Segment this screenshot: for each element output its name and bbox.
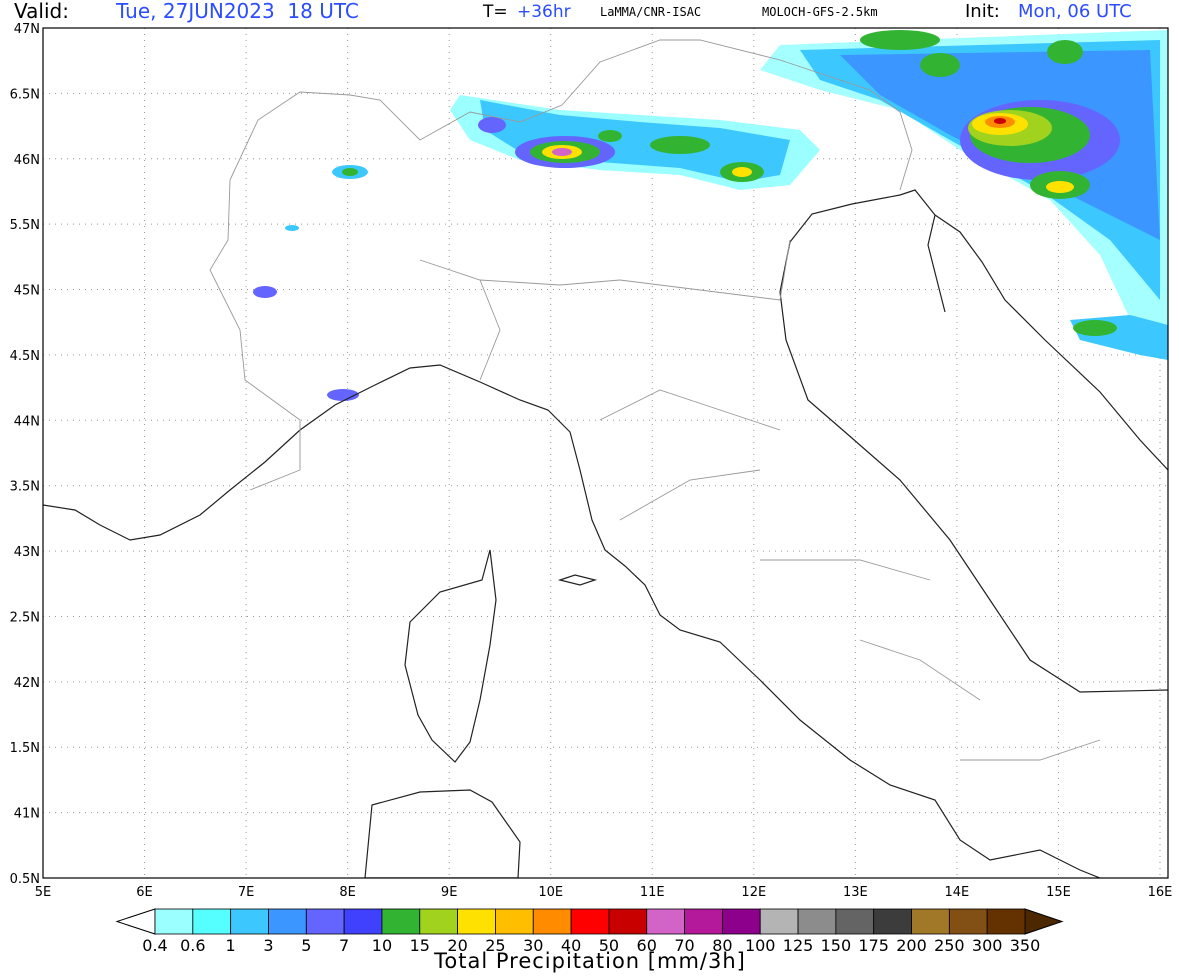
colorbar-box: [721, 908, 761, 935]
colorbar-level: 25: [485, 936, 505, 955]
colorbar-box: [495, 908, 534, 935]
colorbar-level: 80: [712, 936, 732, 955]
colorbar-level: 3: [263, 936, 273, 955]
colorbar-box: [835, 908, 875, 935]
lon-label: 5E: [35, 885, 52, 900]
colorbar-level: 300: [972, 936, 1003, 955]
lat-label: 41N: [14, 807, 40, 822]
lat-label: 6.5N: [10, 87, 40, 102]
colorbar-box: [343, 908, 383, 935]
colorbar-box: [759, 908, 799, 935]
valid-time: Tue, 27JUN2023 18 UTC: [115, 0, 359, 23]
precipitation: [253, 30, 1168, 401]
colorbar-level: 200: [896, 936, 927, 955]
lat-label: 45N: [14, 284, 40, 299]
colorbar-box: [646, 908, 685, 935]
colorbar-level: 125: [783, 936, 814, 955]
colorbar-box: [305, 908, 345, 935]
lon-label: 16E: [1148, 885, 1173, 900]
lon-label: 13E: [843, 885, 868, 900]
init-time: Mon, 06 UTC: [1018, 1, 1132, 22]
lat-label: 3.5N: [10, 480, 40, 495]
colorbar-level: 175: [858, 936, 889, 955]
lon-label: 7E: [238, 885, 255, 900]
colorbar-level: 250: [934, 936, 965, 955]
colorbar-level: 7: [339, 936, 349, 955]
header: Valid: Tue, 27JUN2023 18 UTC T= +36hr La…: [14, 0, 1132, 23]
colorbar: 0.4 0.6 1 3 5 7 10 15 20 25 30 40 50 60 70 80 100 125 150 1…: [115, 908, 1064, 955]
colorbar-box: [532, 908, 572, 935]
colorbar-box: [154, 908, 194, 935]
lat-label: 0.5N: [10, 872, 40, 887]
init-label: Init:: [965, 1, 1000, 22]
lon-label: 12E: [741, 885, 766, 900]
colorbar-level: 100: [745, 936, 776, 955]
lon-label: 14E: [945, 885, 970, 900]
lat-label: 47N: [14, 22, 40, 37]
lat-label: 42N: [14, 676, 40, 691]
colorbar-box: [797, 908, 837, 935]
colorbar-below: [115, 908, 156, 935]
colorbar-level: 60: [637, 936, 657, 955]
lat-label: 5.5N: [10, 218, 40, 233]
colorbar-box: [986, 908, 1026, 935]
model: MOLOCH-GFS-2.5km: [762, 5, 878, 19]
colorbar-box: [911, 908, 950, 935]
colorbar-level: 10: [372, 936, 392, 955]
lon-label: 15E: [1046, 885, 1071, 900]
colorbar-box: [608, 908, 648, 935]
colorbar-level: 150: [821, 936, 852, 955]
colorbar-level: 70: [674, 936, 694, 955]
lon-label: 11E: [640, 885, 665, 900]
lat-label: 4.5N: [10, 349, 40, 364]
colorbar-box: [948, 908, 988, 935]
colorbar-box: [230, 908, 269, 935]
colorbar-box: [381, 908, 421, 935]
colorbar-level: 350: [1010, 936, 1041, 955]
colorbar-box: [873, 908, 912, 935]
colorbar-level: 1: [226, 936, 236, 955]
colorbar-level: 15: [410, 936, 430, 955]
colorbar-level: 50: [599, 936, 619, 955]
map-frame: [42, 27, 1169, 879]
colorbar-box: [570, 908, 610, 935]
colorbar-box: [457, 908, 496, 935]
colorbar-above: [1024, 908, 1064, 935]
colorbar-box: [268, 908, 307, 935]
lon-label: 8E: [339, 885, 356, 900]
lat-label: 2.5N: [10, 610, 40, 625]
lon-label: 10E: [538, 885, 563, 900]
colorbar-level: 5: [301, 936, 311, 955]
lat-label: 43N: [14, 545, 40, 560]
coastlines: [43, 39, 1168, 878]
colorbar-box: [192, 908, 232, 935]
colorbar-box: [419, 908, 459, 935]
graticule: [43, 28, 1168, 878]
lat-label: 44N: [14, 414, 40, 429]
lon-label: 9E: [441, 885, 458, 900]
colorbar-level: 30: [523, 936, 543, 955]
lon-label: 6E: [136, 885, 153, 900]
source: LaMMA/CNR-ISAC: [600, 5, 701, 19]
forecast-hour: +36hr: [517, 2, 571, 22]
lat-label: 1.5N: [10, 741, 40, 756]
lat-label: 46N: [14, 153, 40, 168]
colorbar-level: 0.6: [180, 936, 205, 955]
colorbar-level: 40: [561, 936, 581, 955]
colorbar-level: 20: [447, 936, 467, 955]
map: [42, 27, 1169, 879]
forecast-label: T=: [482, 2, 508, 22]
valid-label: Valid:: [14, 0, 69, 23]
colorbar-box: [684, 908, 723, 935]
colorbar-title: Total Precipitation [mm/3h]: [433, 949, 746, 973]
colorbar-level: 0.4: [142, 936, 167, 955]
